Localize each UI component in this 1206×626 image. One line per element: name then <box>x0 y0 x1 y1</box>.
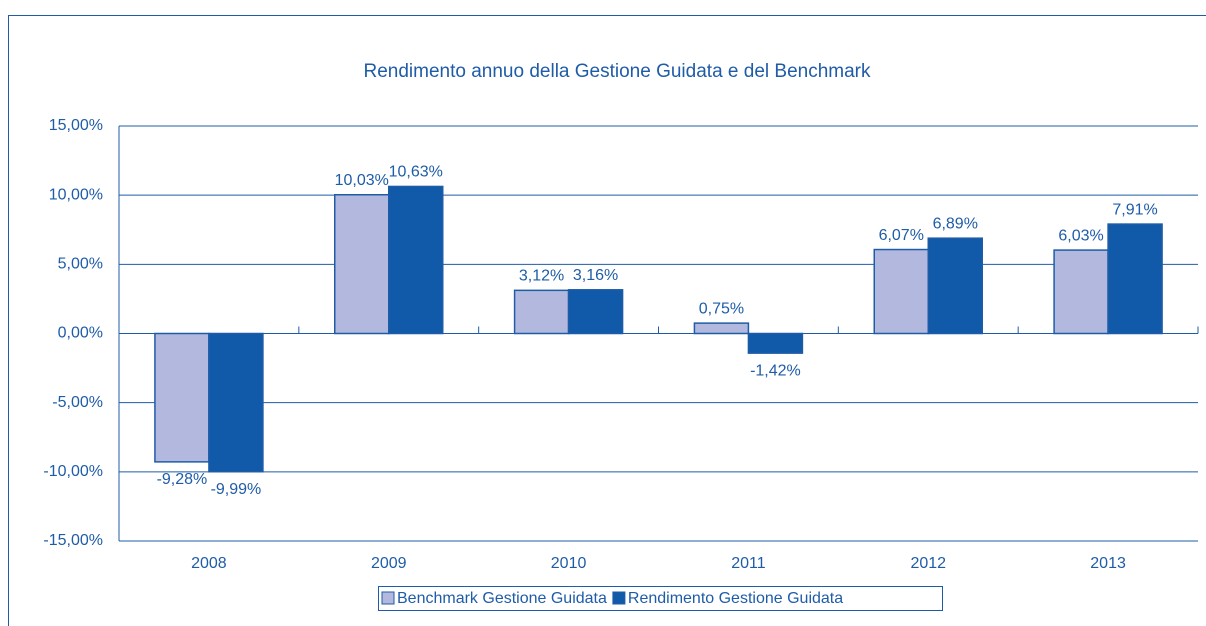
bar <box>693 322 750 335</box>
data-label: 7,91% <box>1112 201 1157 218</box>
x-tick-label: 2011 <box>731 555 766 572</box>
bar <box>873 248 929 335</box>
y-tick-label: 10,00% <box>49 186 103 203</box>
bar <box>208 332 264 473</box>
data-label: 6,03% <box>1058 227 1103 244</box>
y-tick-label: 0,00% <box>58 325 103 342</box>
legend-box <box>378 586 943 611</box>
y-tick-label: -5,00% <box>52 394 103 411</box>
bar <box>567 289 624 335</box>
y-tick-label: 5,00% <box>58 256 103 273</box>
bar <box>1053 249 1109 335</box>
data-label: -1,42% <box>750 362 801 379</box>
bar <box>513 289 570 335</box>
data-label: 3,12% <box>519 268 564 285</box>
data-label: 3,16% <box>573 267 618 284</box>
legend-swatch <box>612 591 626 605</box>
bar <box>334 194 390 335</box>
bar <box>1107 223 1163 335</box>
data-label: 10,03% <box>335 172 389 189</box>
data-label: 10,63% <box>389 164 443 181</box>
legend-swatch <box>381 591 395 605</box>
legend-label: Benchmark Gestione Guidata <box>397 590 607 607</box>
data-label: 0,75% <box>699 300 744 317</box>
x-tick-label: 2009 <box>371 555 407 572</box>
chart-title: Rendimento annuo della Gestione Guidata … <box>364 61 871 82</box>
bar <box>388 185 444 335</box>
y-tick-label: -15,00% <box>43 532 103 549</box>
data-label: -9,99% <box>211 481 262 498</box>
legend-label: Rendimento Gestione Guidata <box>628 590 843 607</box>
y-tick-label: -10,00% <box>43 463 103 480</box>
bar <box>927 237 983 335</box>
data-label: 6,89% <box>933 215 978 232</box>
y-tick-label: 15,00% <box>49 117 103 134</box>
x-tick-label: 2010 <box>551 555 587 572</box>
x-tick-label: 2008 <box>191 555 227 572</box>
frame <box>8 15 1206 626</box>
bar <box>154 332 210 463</box>
x-tick-label: 2012 <box>910 555 946 572</box>
bar <box>747 332 804 354</box>
x-tick-label: 2013 <box>1090 555 1126 572</box>
data-label: 6,07% <box>879 227 924 244</box>
data-label: -9,28% <box>157 471 208 488</box>
